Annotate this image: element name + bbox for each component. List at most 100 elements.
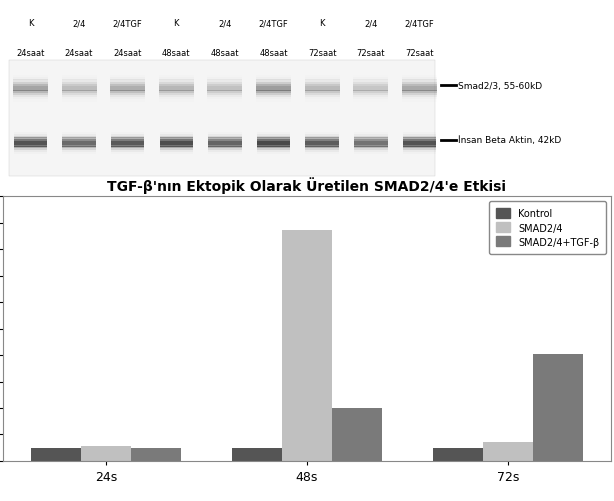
Bar [208,138,242,140]
Bar [354,149,387,151]
Bar [332,408,383,461]
Bar [61,80,96,83]
Bar [208,85,243,87]
Bar [306,151,339,153]
Bar [63,151,96,153]
Bar [208,149,242,151]
Bar [61,83,96,85]
Bar [110,83,146,85]
Bar [61,87,96,89]
Bar [402,98,437,100]
Text: 48saat: 48saat [259,49,288,58]
Bar [111,138,144,140]
Bar [14,149,47,151]
Bar [111,149,144,151]
Bar [208,135,242,136]
Bar [111,147,144,149]
Bar [353,87,389,89]
Bar [208,83,243,85]
Bar [111,135,144,136]
Bar [14,135,47,136]
Bar [13,76,48,78]
Text: 2/4: 2/4 [72,19,86,28]
Bar [208,76,243,78]
Bar [111,133,144,135]
Bar [256,85,291,87]
Bar [353,80,389,83]
Bar [256,91,291,94]
Bar [208,98,243,100]
Bar [256,96,291,98]
Title: TGF-β'nın Ektopik Olarak Üretilen SMAD2/4'e Etkisi: TGF-β'nın Ektopik Olarak Üretilen SMAD2/… [107,176,507,193]
Bar [256,83,291,85]
Bar [354,133,387,135]
Bar [13,96,48,98]
Bar [433,448,483,461]
Bar [160,149,193,151]
Bar [256,78,291,81]
Bar [110,89,146,92]
Bar [402,76,437,78]
Bar [159,85,194,87]
Bar [63,140,96,142]
Text: 72saat: 72saat [308,49,336,58]
Bar [306,147,339,149]
Bar [110,87,146,89]
Bar [403,142,436,144]
Bar [160,143,193,145]
Bar [402,94,437,96]
Bar [110,78,146,81]
Bar [61,91,96,94]
Text: İnsan Beta Aktin, 42kD: İnsan Beta Aktin, 42kD [458,136,561,145]
Bar [305,98,340,100]
Bar [61,96,96,98]
Bar [403,152,436,154]
Bar [208,100,243,102]
Bar [61,94,96,96]
Bar [61,76,96,78]
Bar [306,140,339,142]
Bar [208,145,242,147]
Bar [306,142,339,144]
Bar [306,145,339,147]
Bar [305,85,340,87]
Text: 2/4: 2/4 [218,19,231,28]
Bar [257,138,290,140]
Bar [63,143,96,145]
Bar [14,151,47,153]
Bar [256,94,291,96]
Bar [353,96,389,98]
Bar [353,78,389,81]
Bar [159,89,194,92]
Bar [13,100,48,102]
Bar [257,142,290,144]
Bar [208,78,243,81]
Bar [208,96,243,98]
Bar [208,87,243,89]
Bar [208,142,242,144]
Bar [208,151,242,153]
Bar [403,133,436,135]
Bar [403,138,436,140]
Bar [354,140,387,142]
Bar [13,83,48,85]
Bar [402,89,437,92]
Bar [402,96,437,98]
Bar [110,85,146,87]
Text: 2/4: 2/4 [364,19,378,28]
Bar [402,83,437,85]
Text: Smad2/3, 55-60kD: Smad2/3, 55-60kD [458,82,542,90]
Bar [14,133,47,135]
Bar [61,98,96,100]
Bar [208,91,243,94]
Bar [257,151,290,153]
Bar [257,133,290,135]
Bar [402,80,437,83]
Bar [208,140,242,142]
Bar [159,94,194,96]
Bar [110,80,146,83]
Bar [208,94,243,96]
Bar [160,151,193,153]
Bar [257,140,290,142]
Bar [159,83,194,85]
